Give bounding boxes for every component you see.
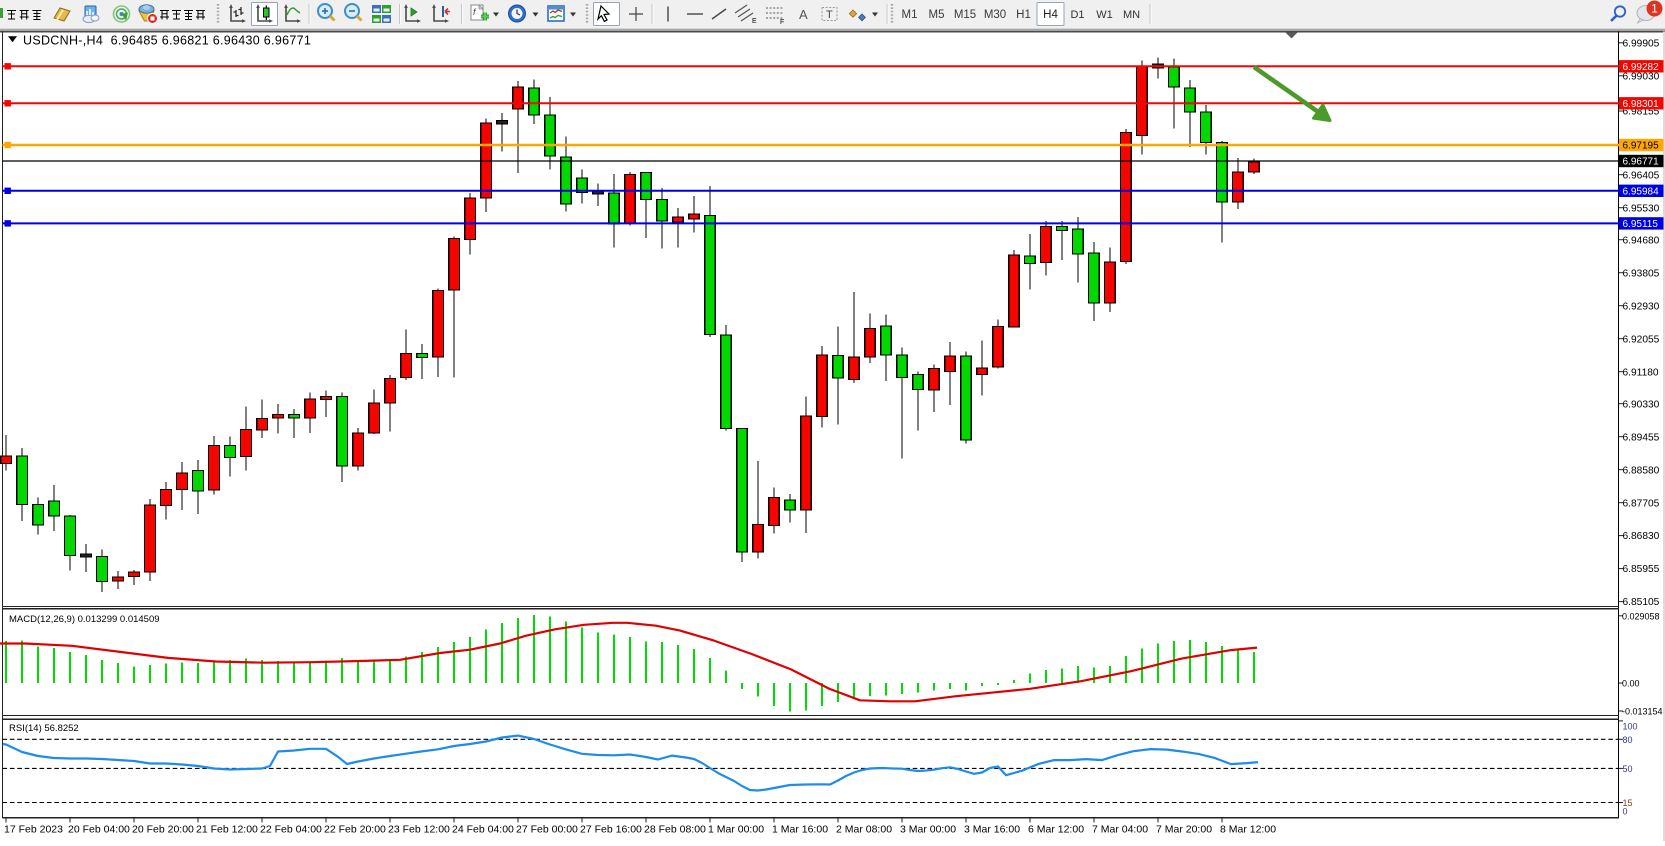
svg-text:3 Mar 00:00: 3 Mar 00:00 [900, 824, 956, 836]
svg-text:USDCNH-,H4 6.96485 6.96821 6.: USDCNH-,H4 6.96485 6.96821 6.96430 6.967… [23, 34, 311, 48]
svg-text:0.029058: 0.029058 [1622, 611, 1660, 621]
svg-text:1: 1 [1651, 2, 1658, 16]
svg-text:6.85105: 6.85105 [1623, 597, 1660, 608]
svg-text:24 Feb 04:00: 24 Feb 04:00 [452, 824, 514, 836]
svg-text:6.95984: 6.95984 [1623, 186, 1660, 197]
svg-text:6.89455: 6.89455 [1623, 432, 1660, 443]
svg-text:22 Feb 04:00: 22 Feb 04:00 [260, 824, 322, 836]
svg-text:6.95115: 6.95115 [1623, 219, 1659, 230]
svg-text:T: T [826, 9, 833, 21]
svg-text:F: F [780, 19, 784, 26]
svg-text:7 Mar 04:00: 7 Mar 04:00 [1092, 824, 1148, 836]
svg-text:15: 15 [1623, 798, 1633, 808]
svg-text:1 Mar 00:00: 1 Mar 00:00 [708, 824, 764, 836]
svg-text:22 Feb 20:00: 22 Feb 20:00 [324, 824, 386, 836]
svg-text:6.87705: 6.87705 [1623, 498, 1660, 509]
svg-text:6.99030: 6.99030 [1623, 71, 1660, 82]
svg-text:17 Feb 2023: 17 Feb 2023 [4, 824, 63, 836]
svg-text:6.88580: 6.88580 [1623, 465, 1660, 476]
svg-text:6.96771: 6.96771 [1623, 157, 1660, 168]
svg-text:E: E [752, 18, 757, 25]
svg-text:6.86830: 6.86830 [1623, 531, 1660, 542]
svg-text:20 Feb 20:00: 20 Feb 20:00 [132, 824, 194, 836]
svg-text:6.97195: 6.97195 [1623, 141, 1660, 152]
svg-text:2 Mar 08:00: 2 Mar 08:00 [836, 824, 892, 836]
svg-text:3 Mar 16:00: 3 Mar 16:00 [964, 824, 1020, 836]
svg-text:28 Feb 08:00: 28 Feb 08:00 [644, 824, 706, 836]
svg-text:M5: M5 [929, 9, 945, 21]
svg-text:MACD(12,26,9) 0.013299 0.01450: MACD(12,26,9) 0.013299 0.014509 [9, 614, 160, 625]
svg-text:6.98301: 6.98301 [1623, 99, 1660, 110]
svg-text:M1: M1 [902, 9, 918, 21]
svg-text:M15: M15 [954, 9, 976, 21]
svg-text:RSI(14) 56.8252: RSI(14) 56.8252 [9, 723, 79, 734]
svg-text:27 Feb 00:00: 27 Feb 00:00 [516, 824, 578, 836]
svg-text:8 Mar 12:00: 8 Mar 12:00 [1220, 824, 1276, 836]
svg-text:6.85955: 6.85955 [1623, 564, 1660, 575]
svg-text:20 Feb 04:00: 20 Feb 04:00 [68, 824, 130, 836]
svg-text:6.96405: 6.96405 [1623, 170, 1660, 181]
svg-text:27 Feb 16:00: 27 Feb 16:00 [580, 824, 642, 836]
svg-text:1 Mar 16:00: 1 Mar 16:00 [772, 824, 828, 836]
svg-text:MN: MN [1123, 9, 1140, 21]
svg-text:6.90330: 6.90330 [1623, 399, 1660, 410]
svg-text:H4: H4 [1043, 9, 1058, 21]
svg-text:6.98155: 6.98155 [1623, 107, 1660, 118]
svg-text:W1: W1 [1096, 9, 1113, 21]
svg-text:6.92055: 6.92055 [1623, 334, 1660, 345]
svg-text:21 Feb 12:00: 21 Feb 12:00 [196, 824, 258, 836]
svg-text:80: 80 [1623, 735, 1633, 745]
svg-text:A: A [799, 7, 808, 22]
svg-text:6.92930: 6.92930 [1623, 301, 1660, 312]
svg-text:-0.013154: -0.013154 [1622, 707, 1663, 717]
svg-text:7 Mar 20:00: 7 Mar 20:00 [1156, 824, 1212, 836]
svg-text:6.99282: 6.99282 [1623, 62, 1660, 73]
svg-text:50: 50 [1623, 764, 1633, 774]
svg-text:6.99905: 6.99905 [1623, 38, 1660, 49]
svg-text:6.95530: 6.95530 [1623, 203, 1660, 214]
svg-text:0: 0 [1623, 807, 1628, 817]
svg-text:D1: D1 [1070, 9, 1084, 21]
svg-text:f: f [473, 7, 477, 17]
svg-text:H1: H1 [1016, 9, 1031, 21]
svg-text:0.00: 0.00 [1622, 679, 1640, 689]
svg-text:6 Mar 12:00: 6 Mar 12:00 [1028, 824, 1084, 836]
svg-text:M30: M30 [984, 9, 1006, 21]
svg-text:100: 100 [1623, 721, 1638, 731]
svg-text:6.94680: 6.94680 [1623, 235, 1660, 246]
svg-text:23 Feb 12:00: 23 Feb 12:00 [388, 824, 450, 836]
svg-text:6.91180: 6.91180 [1623, 367, 1659, 378]
svg-text:6.93805: 6.93805 [1623, 268, 1660, 279]
